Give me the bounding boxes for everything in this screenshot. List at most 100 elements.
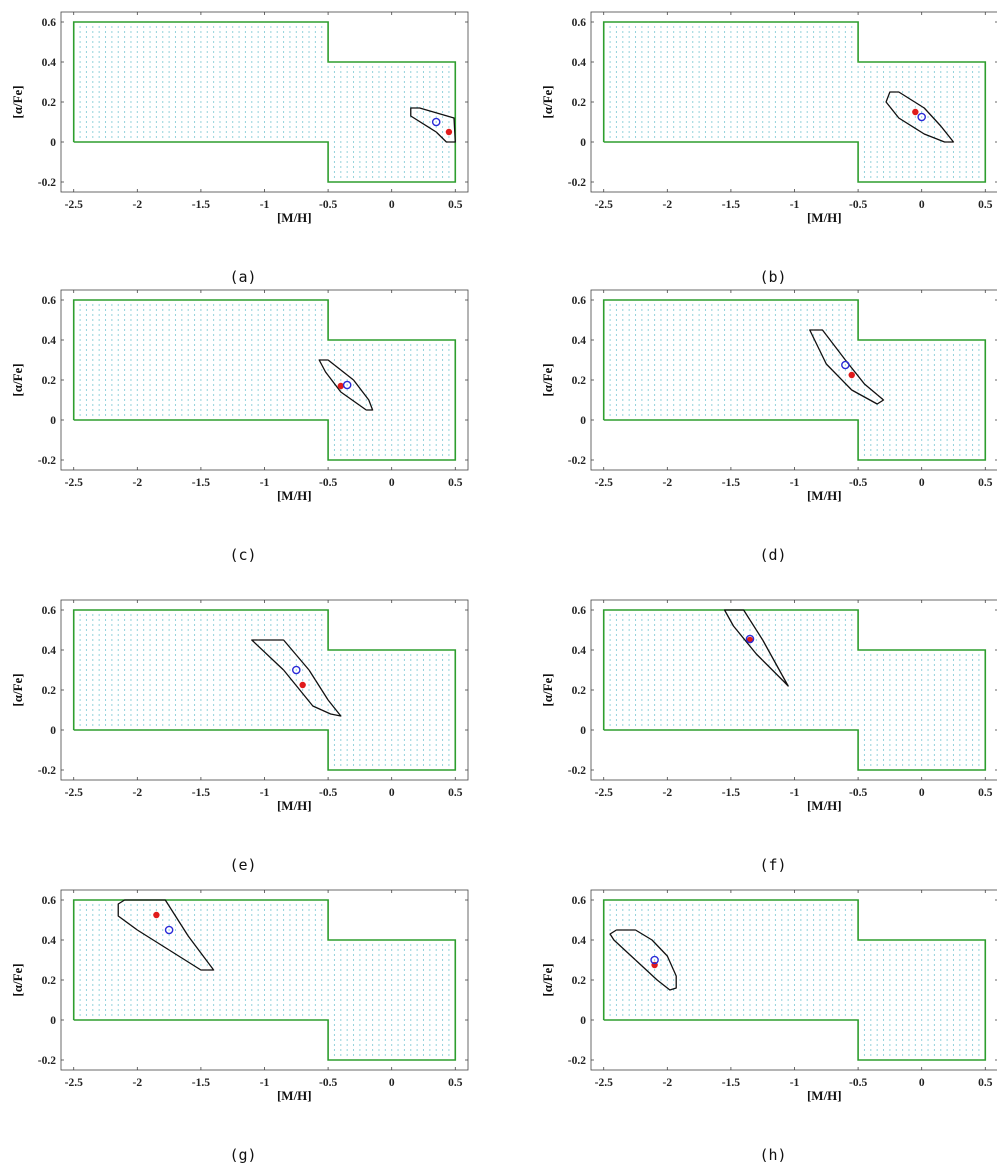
grid-point: [921, 91, 923, 93]
grid-point: [448, 86, 450, 88]
grid-point: [143, 334, 145, 336]
grid-point: [711, 309, 713, 311]
grid-point: [654, 349, 656, 351]
grid-point: [647, 36, 649, 38]
grid-point: [978, 131, 980, 133]
grid-point: [927, 151, 929, 153]
grid-point: [384, 379, 386, 381]
y-axis-label: [α/Fe]: [540, 85, 555, 118]
grid-point: [149, 76, 151, 78]
grid-point: [308, 136, 310, 138]
grid-point: [372, 101, 374, 103]
grid-point: [717, 374, 719, 376]
y-tick-label: 0.6: [42, 17, 57, 29]
grid-point: [660, 36, 662, 38]
grid-point: [844, 131, 846, 133]
grid-point: [825, 61, 827, 63]
grid-point: [435, 136, 437, 138]
grid-point: [225, 409, 227, 411]
grid-point: [660, 364, 662, 366]
grid-point: [353, 76, 355, 78]
grid-point: [308, 414, 310, 416]
grid-point: [711, 116, 713, 118]
grid-point: [257, 116, 259, 118]
grid-point: [143, 399, 145, 401]
grid-point: [673, 404, 675, 406]
grid-point: [743, 116, 745, 118]
grid-point: [794, 136, 795, 138]
grid-point: [902, 96, 904, 98]
grid-point: [711, 324, 713, 326]
grid-point: [219, 324, 221, 326]
grid-point: [615, 324, 617, 326]
grid-boundary: [72, 21, 457, 183]
grid-point: [704, 81, 706, 83]
grid-point: [283, 364, 285, 366]
grid-point: [372, 111, 374, 113]
grid-point: [372, 86, 374, 88]
grid-point: [800, 76, 802, 78]
grid-point: [635, 116, 637, 118]
grid-point: [340, 96, 342, 98]
grid-point: [641, 101, 643, 103]
grid-point: [155, 374, 157, 376]
grid-point: [685, 46, 687, 48]
grid-point: [660, 41, 662, 43]
grid-point: [136, 51, 138, 53]
grid-point: [787, 71, 789, 73]
grid-point: [174, 304, 176, 306]
grid-point: [353, 146, 355, 148]
grid-point: [615, 136, 617, 138]
grid-point: [914, 91, 916, 93]
grid-point: [628, 86, 630, 88]
grid-point: [174, 26, 176, 28]
grid-point: [92, 136, 94, 138]
grid-point: [219, 91, 221, 93]
grid-point: [819, 71, 821, 73]
grid-point: [213, 304, 215, 306]
grid-point: [340, 156, 342, 158]
grid-point: [264, 359, 265, 361]
grid-point: [289, 324, 291, 326]
grid-point: [257, 309, 259, 311]
grid-point: [736, 111, 738, 113]
grid-point: [940, 116, 942, 118]
grid-point: [660, 106, 662, 108]
grid-point: [403, 414, 405, 416]
grid-point: [365, 389, 367, 391]
grid-point: [622, 324, 624, 326]
grid-point: [679, 61, 681, 63]
grid-point: [876, 66, 878, 68]
grid-point: [162, 349, 164, 351]
grid-point: [635, 71, 637, 73]
grid-point: [736, 116, 738, 118]
grid-point: [264, 71, 265, 73]
grid-point: [359, 91, 361, 93]
grid-point: [857, 106, 859, 108]
grid-point: [673, 81, 675, 83]
grid-point: [111, 384, 113, 386]
grid-point: [365, 414, 367, 416]
grid-point: [743, 389, 745, 391]
grid-point: [704, 96, 706, 98]
grid-point: [448, 359, 450, 361]
grid-point: [295, 51, 297, 53]
grid-point: [768, 111, 770, 113]
grid-point: [244, 116, 246, 118]
grid-point: [768, 399, 770, 401]
grid-point: [372, 364, 374, 366]
grid-point: [194, 349, 196, 351]
grid-point: [276, 76, 278, 78]
grid-point: [813, 46, 815, 48]
grid-point: [327, 369, 329, 371]
grid-point: [743, 26, 745, 28]
grid-point: [391, 141, 393, 143]
grid-point: [403, 409, 405, 411]
grid-point: [940, 176, 942, 178]
grid-point: [251, 364, 253, 366]
grid-point: [244, 66, 246, 68]
grid-point: [698, 116, 700, 118]
grid-point: [111, 314, 113, 316]
grid-point: [711, 46, 713, 48]
grid-point: [921, 156, 923, 158]
